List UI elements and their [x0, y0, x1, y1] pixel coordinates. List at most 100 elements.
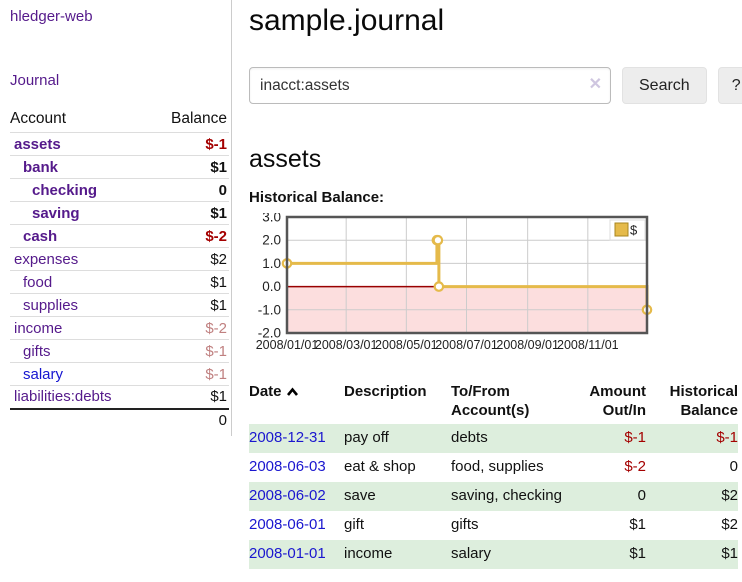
y-tick-label: 2.0: [262, 233, 281, 248]
transaction-account: debts: [451, 429, 488, 446]
account-section-title: assets: [249, 145, 322, 173]
x-tick-label: 2008/01/01: [256, 338, 319, 352]
transaction-date-link[interactable]: 2008-01-01: [249, 545, 326, 562]
chart-title: Historical Balance:: [249, 189, 385, 206]
account-row: salary $-1: [10, 362, 229, 386]
help-button[interactable]: ?: [717, 67, 742, 104]
transaction-amount: $-2: [624, 458, 646, 475]
account-row: saving $1: [10, 201, 229, 225]
account-row: gifts $-1: [10, 339, 229, 363]
account-link-checking[interactable]: checking: [32, 181, 98, 199]
sidebar-item-journal[interactable]: Journal: [10, 72, 60, 89]
transaction-date-link[interactable]: 2008-12-31: [249, 429, 326, 446]
chart-canvas: $3.0 2.0 1.0 0.0 -1.0 -2.02008/01/012008/03/0…: [256, 210, 653, 352]
register-row: 2008-01-01 income salary $1 $1: [249, 540, 738, 569]
sort-ascending-icon: [286, 387, 298, 396]
account-link-salary[interactable]: salary: [23, 365, 64, 383]
transaction-account: gifts: [451, 516, 479, 533]
transaction-account: salary: [451, 545, 492, 562]
account-balance: $1: [149, 155, 229, 179]
transaction-account: checking: [502, 487, 562, 504]
y-tick-label: 0.0: [262, 279, 281, 294]
account-balance: $-1: [149, 132, 229, 156]
account-link-supplies[interactable]: supplies: [23, 296, 79, 314]
page-title: sample.journal: [249, 4, 445, 37]
transaction-amount: $1: [629, 516, 646, 533]
account-link-assets[interactable]: assets: [14, 135, 61, 153]
historical-balance-chart: $3.0 2.0 1.0 0.0 -1.0 -2.0 2008/01/01 2008/03/0…: [249, 210, 742, 364]
transaction-balance: 0: [729, 458, 738, 475]
account-link-gifts[interactable]: gifts: [23, 342, 51, 360]
x-tick-label: 2008/05/01: [375, 338, 438, 352]
main-panel: sample.journal ✕ Search ? assets Histori…: [232, 0, 742, 579]
register-row: 2008-06-03 eat & shop food, supplies $-2 0: [249, 453, 738, 482]
account-link-liabilities-debts[interactable]: liabilities:debts: [14, 388, 112, 406]
transaction-date-link[interactable]: 2008-06-02: [249, 487, 326, 504]
account-link-food[interactable]: food: [23, 273, 53, 291]
search-button[interactable]: Search: [622, 67, 707, 104]
transaction-amount: 0: [637, 487, 646, 504]
transaction-amount: $1: [629, 545, 646, 562]
x-tick-label: 2008/03/01: [315, 338, 378, 352]
y-tick-label: -2.0: [258, 326, 281, 341]
search-input[interactable]: [249, 67, 611, 104]
register-row: 2008-12-31 pay off debts $-1 $-1: [249, 424, 738, 453]
account-link-bank[interactable]: bank: [23, 158, 59, 176]
account-row: assets $-1: [10, 132, 229, 156]
account-row: liabilities:debts $1: [10, 385, 229, 409]
account-row: cash $-2: [10, 224, 229, 248]
accounts-header-balance: Balance: [170, 110, 227, 127]
search-box: ✕: [249, 67, 611, 104]
account-balance: $2: [149, 247, 229, 271]
legend-swatch-icon: [614, 222, 629, 237]
transaction-account: food: [451, 458, 481, 475]
account-row: bank $1: [10, 155, 229, 179]
transaction-description: eat & shop: [344, 458, 416, 475]
transaction-accounts: gifts: [451, 511, 574, 540]
account-row: supplies $1: [10, 293, 229, 317]
transaction-accounts: debts: [451, 424, 574, 453]
transaction-balance: $2: [721, 516, 738, 533]
account-balance: $-1: [149, 339, 229, 363]
x-tick-label: 2008/07/01: [435, 338, 498, 352]
transaction-account: saving: [451, 487, 495, 504]
account-balance: $1: [149, 293, 229, 317]
search-bar: ✕ Search ?: [249, 67, 742, 104]
accounts-header-account: Account: [10, 110, 67, 127]
clear-search-icon[interactable]: ✕: [588, 76, 602, 93]
transaction-account: supplies: [488, 458, 544, 475]
register-header-amount: Amount Out/In: [589, 383, 646, 419]
account-row: expenses $2: [10, 247, 229, 271]
transaction-accounts: saving, checking: [451, 487, 562, 504]
account-link-expenses[interactable]: expenses: [14, 250, 79, 268]
account-row: food $1: [10, 270, 229, 294]
y-tick-label: 1.0: [262, 256, 281, 271]
account-link-income[interactable]: income: [14, 319, 63, 337]
app-title-link[interactable]: hledger-web: [10, 8, 93, 25]
account-balance: $1: [149, 385, 229, 409]
transaction-date-link[interactable]: 2008-06-03: [249, 458, 326, 475]
account-balance: $1: [149, 270, 229, 294]
transaction-amount: $-1: [624, 429, 646, 446]
register-header-balance: Historical Balance: [669, 383, 738, 419]
x-tick-label: 2008/11/01: [557, 338, 619, 352]
transaction-date-link[interactable]: 2008-06-01: [249, 516, 326, 533]
x-tick-label: 2008/09/01: [496, 338, 559, 352]
account-row: checking 0: [10, 178, 229, 202]
transaction-description: income: [344, 545, 393, 562]
account-balance: $-2: [149, 316, 229, 340]
transaction-description: save: [344, 487, 376, 504]
sidebar: hledger-web Journal Account Balance asse…: [0, 0, 232, 436]
account-balance: $-2: [149, 224, 229, 248]
register-header-description: Description: [344, 383, 427, 400]
transaction-description: gift: [344, 516, 365, 533]
account-link-saving[interactable]: saving: [32, 204, 80, 222]
transaction-balance: $1: [721, 545, 738, 562]
register-row: 2008-06-01 gift gifts $1 $2: [249, 511, 738, 540]
transaction-accounts: salary: [451, 540, 574, 569]
y-tick-label: -1.0: [258, 302, 281, 317]
accounts-total-balance: 0: [149, 407, 229, 432]
legend-label: $: [630, 223, 638, 238]
account-link-cash[interactable]: cash: [23, 227, 58, 245]
